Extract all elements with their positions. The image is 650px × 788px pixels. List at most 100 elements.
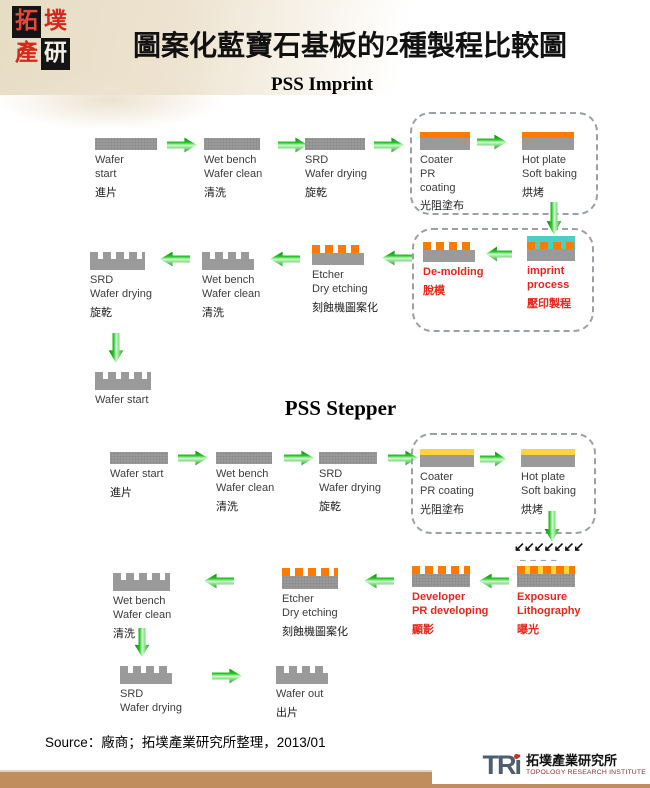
arrow-left-icon [270,251,300,267]
step-label-en: Coater PR coating [420,154,456,194]
seal-char: 拓 [12,6,41,38]
tri-logo-dot-icon [514,753,520,759]
step-label-zh: 進片 [110,486,132,499]
coating-group-box [411,433,596,534]
flat-wafer-icon [110,452,168,464]
step-stepper-wafer-start: Wafer start 進片 [110,452,168,500]
etched-wafer-icon [282,568,348,589]
imprint-heading: PSS Imprint [271,74,373,95]
seal-char: 研 [41,38,70,70]
step-label-zh: 旋乾 [90,306,112,319]
step-label-zh: 旋乾 [319,500,341,513]
arrow-right-icon [167,137,197,153]
step-label-zh: 刻蝕機圖案化 [312,301,378,314]
flat-wafer-icon [95,138,157,150]
photomask-dashes-icon: – – – – [520,555,558,566]
imprint-group-box [412,228,594,332]
tri-logo-caption: 拓墣產業研究所 TOPOLOGY RESEARCH INSTITUTE [526,753,646,776]
step-label-zh: 光阻塗布 [420,200,464,213]
step-label-zh: 脫模 [423,284,445,297]
flat-wafer-icon [319,452,381,464]
step-imprint-hot-plate: Hot plate Soft baking 烘烤 [522,132,577,200]
arrow-right-icon [212,668,242,684]
step-label-en: SRD Wafer drying [319,468,381,494]
page-title: 圖案化藍寶石基板的2種製程比較圖 [132,31,567,62]
step-label-zh: 顯影 [412,623,434,636]
step-imprint-coater: Coater PR coating 光阻塗布 [420,132,470,213]
step-label-en: SRD Wafer drying [305,154,367,180]
tri-logo-mark: TRi [483,751,522,779]
step-label-zh: 光阻塗布 [420,503,464,516]
tri-logo: TRi 拓墣產業研究所 TOPOLOGY RESEARCH INSTITUTE [432,746,650,784]
tri-logo-cn: 拓墣產業研究所 [526,753,618,769]
arrow-left-icon [382,250,412,266]
step-stepper-hot-plate: Hot plate Soft baking 烘烤 [521,449,576,517]
step-label-en: SRD Wafer drying [120,688,182,714]
arrow-left-icon [364,573,394,589]
comb-wafer-icon [113,573,171,591]
step-imprint-process: imprint process 壓印製程 [527,236,575,311]
patterned-pr-wafer-icon [412,566,488,587]
imprint-mold-wafer-icon [527,236,575,261]
step-stepper-etcher: Etcher Dry etching 刻蝕機圖案化 [282,568,348,639]
step-imprint-etcher: Etcher Dry etching 刻蝕機圖案化 [312,245,378,315]
etched-wafer-icon [312,245,378,265]
header-map-texture [0,60,260,140]
step-label-zh: 清洗 [216,500,238,513]
step-label-zh: 清洗 [204,186,226,199]
stepper-heading: PSS Stepper [284,396,397,420]
step-label-en: Hot plate Soft baking [522,154,578,180]
step-stepper-wet-bench-2: Wet bench Wafer clean 清洗 [113,573,171,641]
step-de-molding: De-molding 脫模 [423,242,484,298]
exposed-wafer-icon [517,566,581,587]
comb-wafer-icon [90,252,152,270]
coated-wafer-icon [420,449,474,467]
step-label-zh: 進片 [95,186,117,199]
step-label-zh: 壓印製程 [527,297,571,310]
step-label-zh: 清洗 [113,627,135,640]
step-imprint-wet-bench: Wet bench Wafer clean 清洗 [204,138,262,200]
step-imprint-wet-bench-2: Wet bench Wafer clean 清洗 [202,252,260,320]
step-imprint-wafer-start: Wafer start 進片 [95,138,157,200]
step-label-en: Hot plate Soft baking [521,471,577,497]
exposure-light-arrows-icon: ↙↙↙↙↙↙↙ [514,539,584,554]
step-developer: Developer PR developing 顯影 [412,566,488,637]
step-label-zh: 曝光 [517,623,539,636]
step-label-en: Wafer start [95,154,124,180]
step-label-en: Wafer start [95,394,149,406]
step-label-en: Coater PR coating [420,471,474,497]
step-label-zh: 出片 [276,706,298,719]
step-label-zh: 旋乾 [305,186,327,199]
step-imprint-srd: SRD Wafer drying 旋乾 [305,138,367,200]
source-note: Source：廠商；拓墣產業研究所整理，2013/01 [45,735,326,750]
step-label-en: imprint process [527,265,570,291]
coated-wafer-icon [420,132,470,150]
flat-wafer-icon [305,138,367,150]
step-wafer-out: Wafer out 出片 [276,666,328,720]
arrow-right-icon [374,137,404,153]
arrow-right-icon [284,450,314,466]
coated-wafer-icon [521,449,576,467]
step-stepper-wet-bench: Wet bench Wafer clean 清洗 [216,452,274,514]
step-label-zh: 烘烤 [521,503,543,516]
coated-wafer-icon [522,132,577,150]
flat-wafer-icon [204,138,262,150]
arrow-right-icon [178,450,208,466]
seal-char: 墣 [44,8,67,33]
step-label-zh: 清洗 [202,306,224,319]
step-label-en: Etcher Dry etching [282,593,338,619]
step-exposure: Exposure Lithography 曝光 [517,566,581,637]
step-label-en: Exposure Lithography [517,591,581,617]
step-imprint-wafer-restart: Wafer start [95,372,151,408]
step-imprint-srd-2: SRD Wafer drying 旋乾 [90,252,152,320]
flat-wafer-icon [216,452,274,464]
step-label-en: De-molding [423,266,484,278]
comb-wafer-icon [202,252,260,270]
comb-wafer-icon [120,666,182,684]
arrow-left-icon [160,251,190,267]
patterned-pr-wafer-icon [423,242,484,262]
step-label-en: Etcher Dry etching [312,269,368,295]
step-label-en: Wet bench Wafer clean [113,595,172,621]
coating-group-box [410,112,598,215]
